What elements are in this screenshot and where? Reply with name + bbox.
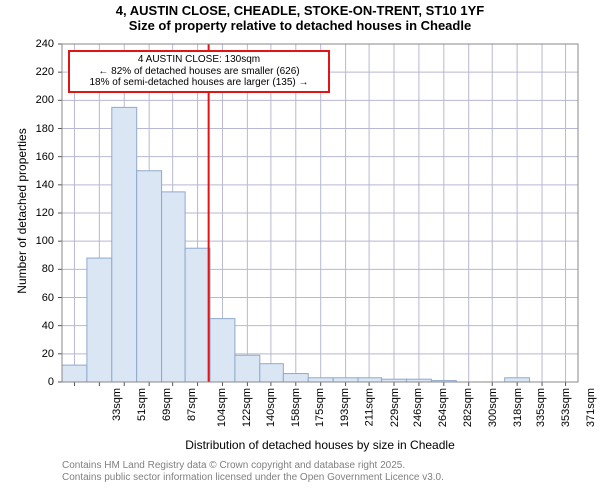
histogram-bar bbox=[308, 378, 333, 382]
histogram-bar bbox=[162, 192, 186, 382]
annotation-line3: 18% of semi-detached houses are larger (… bbox=[89, 77, 308, 88]
annotation-box: 4 AUSTIN CLOSE: 130sqm ← 82% of detached… bbox=[68, 50, 330, 93]
x-tick-label: 87sqm bbox=[186, 388, 198, 421]
y-tick-label: 80 bbox=[24, 263, 54, 275]
y-tick-label: 240 bbox=[24, 38, 54, 50]
histogram-bar bbox=[87, 258, 112, 382]
x-tick-label: 140sqm bbox=[266, 388, 278, 427]
histogram-bar bbox=[210, 319, 235, 382]
x-tick-label: 318sqm bbox=[512, 388, 524, 427]
y-tick-label: 60 bbox=[24, 292, 54, 304]
footer-line2: Contains public sector information licen… bbox=[62, 472, 444, 483]
title-line2: Size of property relative to detached ho… bbox=[129, 18, 471, 33]
y-tick-label: 200 bbox=[24, 94, 54, 106]
title-line1: 4, AUSTIN CLOSE, CHEADLE, STOKE-ON-TRENT… bbox=[116, 3, 484, 18]
x-tick-label: 122sqm bbox=[241, 388, 253, 427]
x-tick-label: 104sqm bbox=[216, 388, 228, 427]
y-tick-label: 20 bbox=[24, 348, 54, 360]
histogram-bar bbox=[137, 171, 162, 382]
annotation-line2: ← 82% of detached houses are smaller (62… bbox=[98, 66, 299, 77]
histogram-bar bbox=[333, 378, 358, 382]
x-tick-label: 264sqm bbox=[437, 388, 449, 427]
x-tick-label: 229sqm bbox=[389, 388, 401, 427]
histogram-bar bbox=[185, 248, 210, 382]
y-tick-label: 120 bbox=[24, 207, 54, 219]
histogram-bar bbox=[62, 365, 87, 382]
chart-title: 4, AUSTIN CLOSE, CHEADLE, STOKE-ON-TRENT… bbox=[0, 4, 600, 34]
x-tick-label: 69sqm bbox=[161, 388, 173, 421]
x-tick-label: 51sqm bbox=[136, 388, 148, 421]
x-tick-label: 282sqm bbox=[462, 388, 474, 427]
histogram-bar bbox=[260, 364, 284, 382]
x-tick-label: 33sqm bbox=[111, 388, 123, 421]
x-tick-label: 211sqm bbox=[363, 388, 375, 426]
x-tick-label: 353sqm bbox=[560, 388, 572, 427]
y-tick-label: 40 bbox=[24, 320, 54, 332]
annotation-line1: 4 AUSTIN CLOSE: 130sqm bbox=[138, 54, 260, 65]
histogram-bar bbox=[358, 378, 382, 382]
x-tick-label: 335sqm bbox=[535, 388, 547, 427]
histogram-bar bbox=[505, 378, 530, 382]
x-tick-label: 158sqm bbox=[291, 388, 303, 427]
y-tick-label: 220 bbox=[24, 66, 54, 78]
x-tick-label: 300sqm bbox=[487, 388, 499, 427]
footer-attribution: Contains HM Land Registry data © Crown c… bbox=[62, 460, 444, 484]
y-tick-label: 160 bbox=[24, 151, 54, 163]
x-tick-label: 175sqm bbox=[314, 388, 326, 427]
y-tick-label: 0 bbox=[24, 376, 54, 388]
plot-area bbox=[62, 44, 578, 382]
x-tick-label: 371sqm bbox=[585, 388, 597, 427]
y-tick-label: 180 bbox=[24, 123, 54, 135]
x-axis-label: Distribution of detached houses by size … bbox=[62, 438, 578, 452]
histogram-bar bbox=[235, 355, 260, 382]
y-tick-label: 140 bbox=[24, 179, 54, 191]
histogram-bar bbox=[283, 374, 308, 382]
y-tick-label: 100 bbox=[24, 235, 54, 247]
x-tick-label: 193sqm bbox=[339, 388, 351, 427]
histogram-bar bbox=[112, 107, 137, 382]
x-tick-label: 246sqm bbox=[412, 388, 424, 427]
footer-line1: Contains HM Land Registry data © Crown c… bbox=[62, 460, 405, 471]
